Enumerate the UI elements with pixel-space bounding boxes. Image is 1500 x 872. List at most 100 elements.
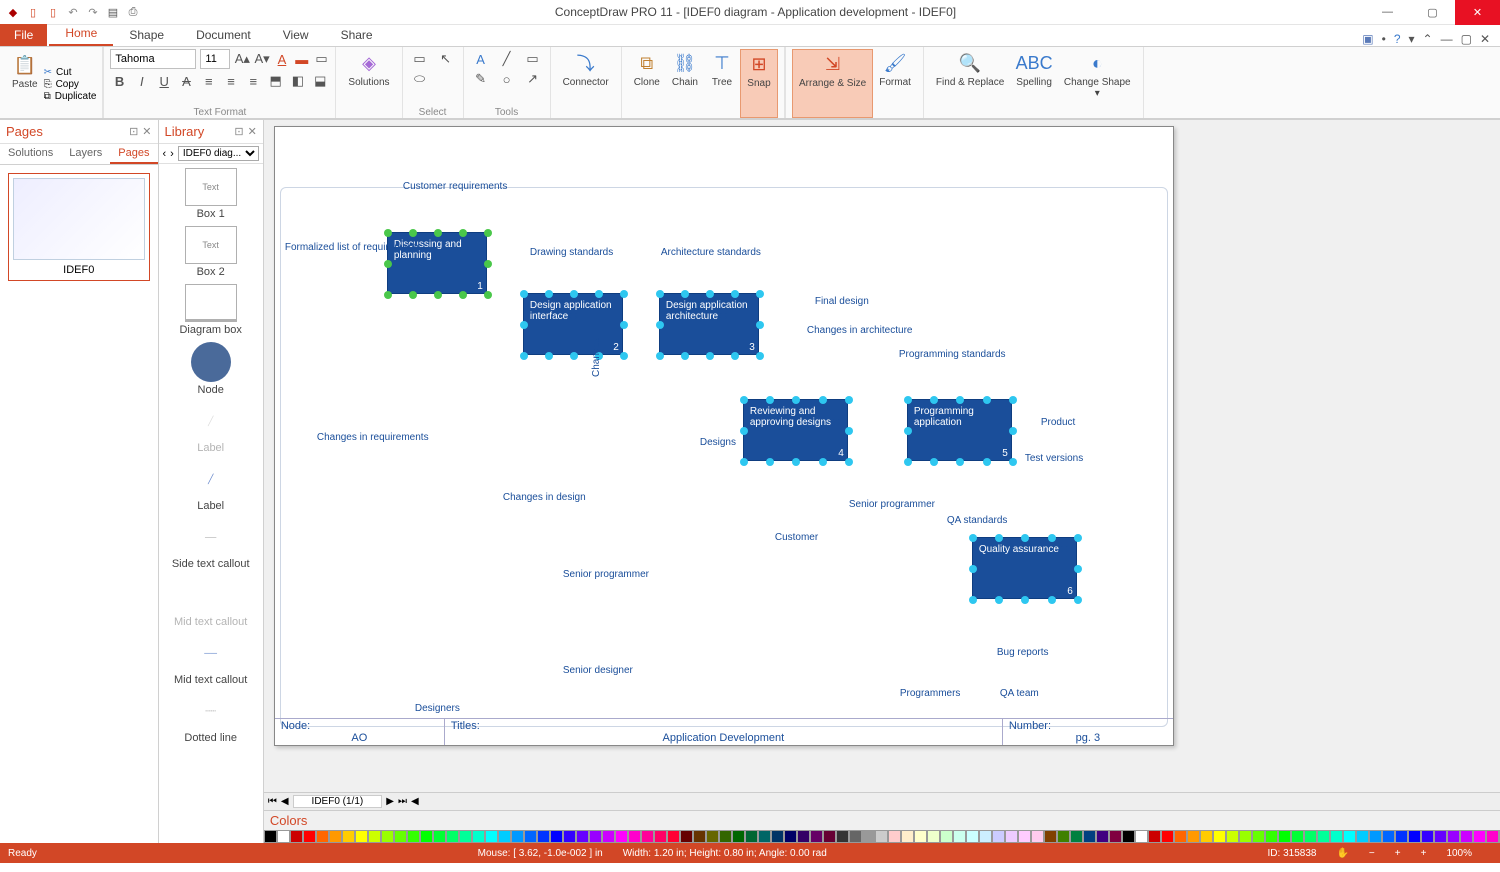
text-tool-icon[interactable]: A	[470, 49, 492, 69]
color-swatch[interactable]	[1486, 830, 1499, 843]
color-swatch[interactable]	[446, 830, 459, 843]
color-swatch[interactable]	[797, 830, 810, 843]
line-tool-icon[interactable]: ╱	[496, 49, 518, 69]
diagram-node-6[interactable]: Quality assurance6	[972, 537, 1077, 599]
color-swatch[interactable]	[1031, 830, 1044, 843]
color-swatch[interactable]	[836, 830, 849, 843]
share-tab[interactable]: Share	[325, 24, 389, 46]
pages-subtab[interactable]: Pages	[110, 144, 157, 164]
color-swatch[interactable]	[628, 830, 641, 843]
lib-mid-callout[interactable]: ──Mid text callout	[163, 634, 259, 686]
color-swatch[interactable]	[1460, 830, 1473, 843]
sheet-first-icon[interactable]: ⏮	[268, 796, 277, 807]
circle-tool-icon[interactable]: ○	[496, 69, 518, 89]
arrange-size-button[interactable]: ⇲Arrange & Size	[792, 49, 873, 118]
color-swatch[interactable]	[992, 830, 1005, 843]
close-panel-icon[interactable]: ✕	[248, 125, 257, 138]
color-swatch[interactable]	[316, 830, 329, 843]
color-swatch[interactable]	[472, 830, 485, 843]
color-swatch[interactable]	[1057, 830, 1070, 843]
color-swatch[interactable]	[966, 830, 979, 843]
qat-save-icon[interactable]: ▤	[106, 5, 120, 19]
color-swatch[interactable]	[667, 830, 680, 843]
minimize-button[interactable]: —	[1365, 0, 1410, 25]
underline-button[interactable]: U	[155, 71, 173, 91]
color-swatch[interactable]	[927, 830, 940, 843]
color-swatch[interactable]	[1148, 830, 1161, 843]
color-swatch[interactable]	[1382, 830, 1395, 843]
color-swatch[interactable]	[1109, 830, 1122, 843]
color-swatch[interactable]	[589, 830, 602, 843]
pointer-icon[interactable]: ↖	[435, 49, 457, 69]
color-swatch[interactable]	[771, 830, 784, 843]
clone-button[interactable]: ⧉Clone	[628, 49, 666, 118]
color-swatch[interactable]	[277, 830, 290, 843]
color-swatch[interactable]	[485, 830, 498, 843]
color-swatch[interactable]	[1135, 830, 1148, 843]
color-swatch[interactable]	[1408, 830, 1421, 843]
lib-box2[interactable]: TextBox 2	[163, 226, 259, 278]
color-swatch[interactable]	[1174, 830, 1187, 843]
view-tab[interactable]: View	[267, 24, 325, 46]
help-icon[interactable]: ?	[1394, 32, 1401, 46]
valign-bot-icon[interactable]: ⬓	[311, 71, 329, 91]
color-swatch[interactable]	[1044, 830, 1057, 843]
qat-new-icon[interactable]: ▯	[26, 5, 40, 19]
color-swatch[interactable]	[901, 830, 914, 843]
change-shape-button[interactable]: ◐Change Shape▾	[1058, 49, 1137, 118]
mdi-min-icon[interactable]: —	[1441, 32, 1453, 46]
color-swatch[interactable]	[1096, 830, 1109, 843]
snap-button[interactable]: ⊞Snap	[740, 49, 778, 118]
bold-button[interactable]: B	[110, 71, 128, 91]
font-size-combo[interactable]	[200, 49, 230, 69]
color-swatch[interactable]	[524, 830, 537, 843]
file-tab[interactable]: File	[0, 24, 47, 46]
color-swatch[interactable]	[849, 830, 862, 843]
color-swatch[interactable]	[420, 830, 433, 843]
color-swatch[interactable]	[979, 830, 992, 843]
shape-tool-icon[interactable]: ▭	[522, 49, 544, 69]
color-swatch[interactable]	[1083, 830, 1096, 843]
color-swatch[interactable]	[823, 830, 836, 843]
font-shrink-icon[interactable]: A▾	[254, 49, 270, 69]
paste-button[interactable]: 📋Paste	[6, 51, 44, 118]
color-swatch[interactable]	[1447, 830, 1460, 843]
color-swatch[interactable]	[1369, 830, 1382, 843]
qat-redo-icon[interactable]: ↷	[86, 5, 100, 19]
arrow-tool-icon[interactable]: ↗	[522, 69, 544, 89]
color-swatch[interactable]	[407, 830, 420, 843]
color-swatch[interactable]	[1187, 830, 1200, 843]
close-panel-icon[interactable]: ✕	[142, 125, 151, 138]
document-tab[interactable]: Document	[180, 24, 267, 46]
line-icon[interactable]: ▭	[314, 49, 330, 69]
color-swatch[interactable]	[602, 830, 615, 843]
fill-icon[interactable]: ▬	[294, 49, 310, 69]
color-swatch[interactable]	[875, 830, 888, 843]
font-color-icon[interactable]: A	[274, 49, 290, 69]
color-swatch[interactable]	[576, 830, 589, 843]
color-swatch[interactable]	[680, 830, 693, 843]
color-swatch[interactable]	[784, 830, 797, 843]
solutions-button[interactable]: ◈Solutions	[342, 49, 395, 90]
find-replace-button[interactable]: 🔍Find & Replace	[930, 49, 1010, 118]
font-family-combo[interactable]	[110, 49, 196, 69]
qat-print-icon[interactable]: ⎙	[126, 5, 140, 19]
color-swatch[interactable]	[1213, 830, 1226, 843]
color-swatch[interactable]	[1278, 830, 1291, 843]
color-swatch[interactable]	[550, 830, 563, 843]
sheet-prev-icon[interactable]: ◀	[281, 796, 289, 807]
duplicate-button[interactable]: ⧉ Duplicate	[44, 91, 97, 102]
valign-mid-icon[interactable]: ◧	[289, 71, 307, 91]
color-swatch[interactable]	[1122, 830, 1135, 843]
color-swatch[interactable]	[537, 830, 550, 843]
color-swatch[interactable]	[1343, 830, 1356, 843]
color-swatch[interactable]	[394, 830, 407, 843]
lib-label[interactable]: ╱Label	[163, 460, 259, 512]
color-swatch[interactable]	[641, 830, 654, 843]
color-swatch[interactable]	[563, 830, 576, 843]
chain-button[interactable]: ⛓Chain	[666, 49, 704, 118]
color-swatch[interactable]	[1434, 830, 1447, 843]
tree-button[interactable]: ⊤Tree	[704, 49, 740, 118]
color-swatches[interactable]	[264, 830, 1500, 843]
maximize-button[interactable]: ▢	[1410, 0, 1455, 25]
